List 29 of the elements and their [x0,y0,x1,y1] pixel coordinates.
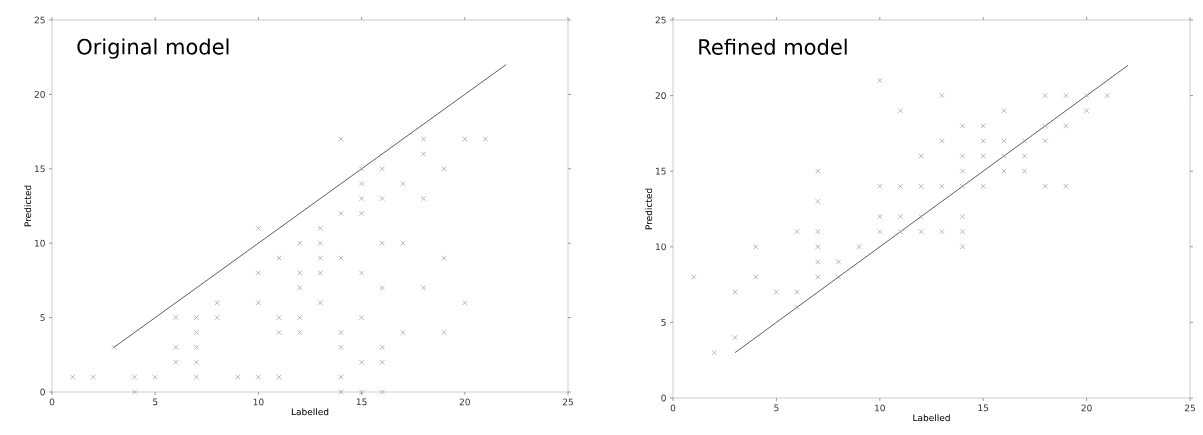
y-tick-label: 10 [35,239,45,247]
y-tick-label: 20 [34,90,45,98]
x-tick-label: 5 [774,404,779,412]
y-tick-label: 5 [661,319,666,326]
y-tick-label: 15 [656,167,666,175]
x-tick-label: 5 [153,398,158,406]
x-tick-label: 10 [875,404,885,412]
text: Refined model [699,38,847,55]
x-tick-label: 20 [1081,404,1092,412]
y-tick-label: 25 [655,16,666,24]
y-axis-title: Predicted [645,188,653,230]
x-tick-label: 25 [1184,404,1195,412]
y-axis-title: Predicted [24,185,32,227]
x-tick-label: 15 [356,398,367,406]
x-tick-label: 20 [459,398,470,406]
y-tick-label: 20 [655,92,666,99]
y-tick-label: 0 [40,388,45,396]
x-tick-label: 25 [562,398,573,406]
x-axis-title: Labelled [291,408,329,416]
y-tick-label: 15 [35,165,45,173]
x-tick-label: 10 [253,398,264,406]
text: Original model [77,38,229,59]
x-axis-title: Labelled [913,414,950,422]
y-tick-label: 5 [40,314,45,321]
x-tick-label: 0 [670,404,676,412]
y-tick-label: 25 [34,16,45,24]
y-tick-label: 10 [656,243,666,251]
x-tick-label: 15 [978,404,989,412]
x-tick-label: 0 [49,398,55,406]
